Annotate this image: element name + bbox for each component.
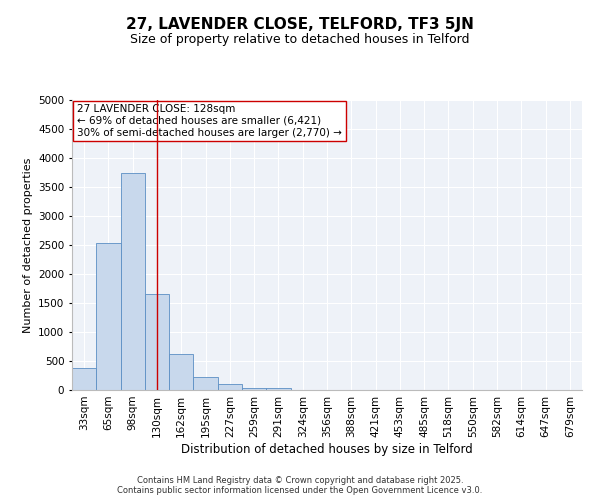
Bar bbox=[169, 354, 193, 390]
Bar bbox=[242, 388, 266, 390]
Y-axis label: Number of detached properties: Number of detached properties bbox=[23, 158, 32, 332]
Text: Contains HM Land Registry data © Crown copyright and database right 2025.
Contai: Contains HM Land Registry data © Crown c… bbox=[118, 476, 482, 495]
Bar bbox=[193, 376, 218, 390]
Bar bbox=[218, 384, 242, 390]
Bar bbox=[266, 388, 290, 390]
Text: 27, LAVENDER CLOSE, TELFORD, TF3 5JN: 27, LAVENDER CLOSE, TELFORD, TF3 5JN bbox=[126, 18, 474, 32]
Bar bbox=[121, 172, 145, 390]
Bar bbox=[145, 294, 169, 390]
Text: 27 LAVENDER CLOSE: 128sqm
← 69% of detached houses are smaller (6,421)
30% of se: 27 LAVENDER CLOSE: 128sqm ← 69% of detac… bbox=[77, 104, 342, 138]
Bar bbox=[96, 244, 121, 390]
Text: Size of property relative to detached houses in Telford: Size of property relative to detached ho… bbox=[130, 32, 470, 46]
X-axis label: Distribution of detached houses by size in Telford: Distribution of detached houses by size … bbox=[181, 442, 473, 456]
Bar bbox=[72, 368, 96, 390]
